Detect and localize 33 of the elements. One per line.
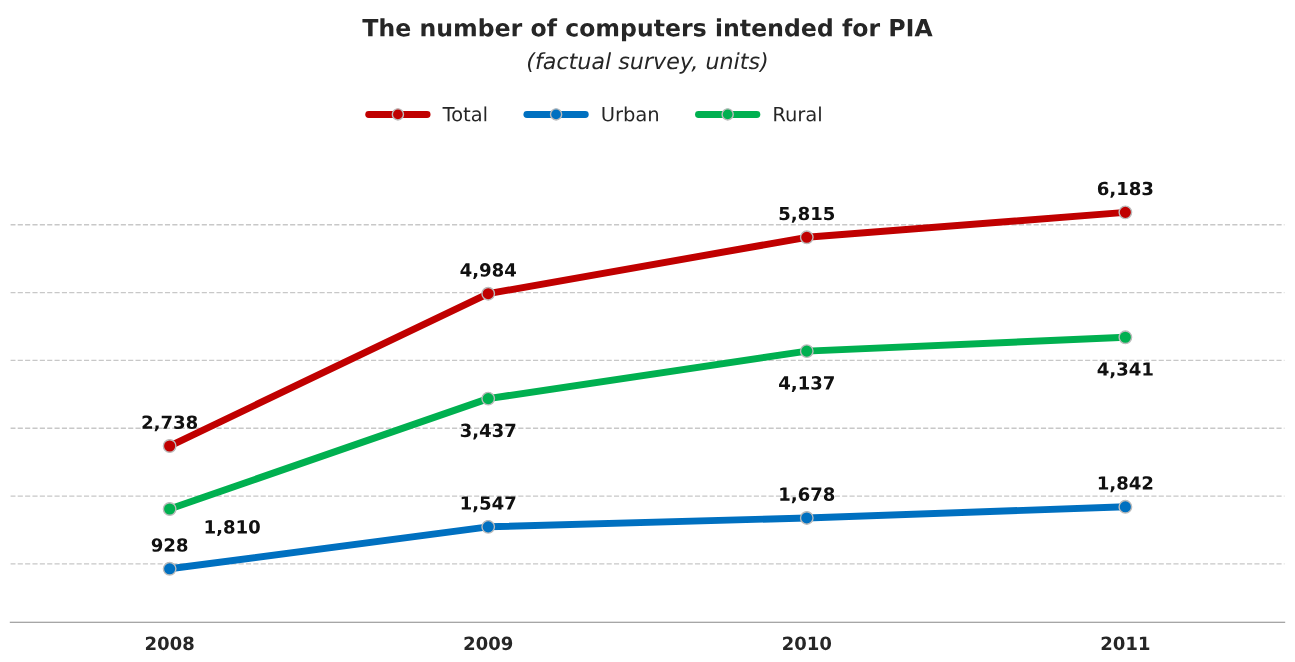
data-label: 3,437 [460, 423, 516, 440]
x-tick-label: 2010 [783, 636, 832, 651]
data-label: 1,810 [205, 520, 260, 536]
point [1118, 499, 1133, 514]
point [799, 344, 814, 359]
legend-label: Rural [774, 106, 821, 122]
data-label: 4,984 [460, 263, 516, 280]
point [1118, 330, 1133, 345]
x-tick-label: 2008 [145, 636, 194, 651]
x-tick-label: 2009 [464, 636, 513, 651]
legend-label: Urban [602, 106, 658, 122]
data-label: 4,341 [1097, 362, 1153, 379]
x-tick-label: 2011 [1101, 636, 1150, 651]
chart-title: The number of computers intended for PIA [362, 18, 933, 42]
point [1118, 205, 1133, 220]
point [799, 510, 814, 525]
point [162, 439, 177, 453]
data-label: 2,738 [142, 415, 198, 432]
data-label: 928 [151, 538, 188, 552]
point [481, 519, 496, 534]
data-label: 1,842 [1098, 476, 1153, 493]
point [162, 502, 177, 516]
data-label: 1,678 [780, 487, 835, 504]
legend-label: Total [442, 106, 487, 122]
data-label: 6,183 [1097, 181, 1153, 198]
data-label: 5,815 [779, 206, 835, 223]
point [799, 230, 814, 245]
point [481, 286, 496, 301]
data-label: 1,547 [461, 496, 516, 513]
chart-subtitle: (factual survey, units) [527, 52, 767, 74]
point [162, 561, 177, 576]
data-label: 4,137 [779, 376, 834, 393]
point [481, 391, 496, 406]
